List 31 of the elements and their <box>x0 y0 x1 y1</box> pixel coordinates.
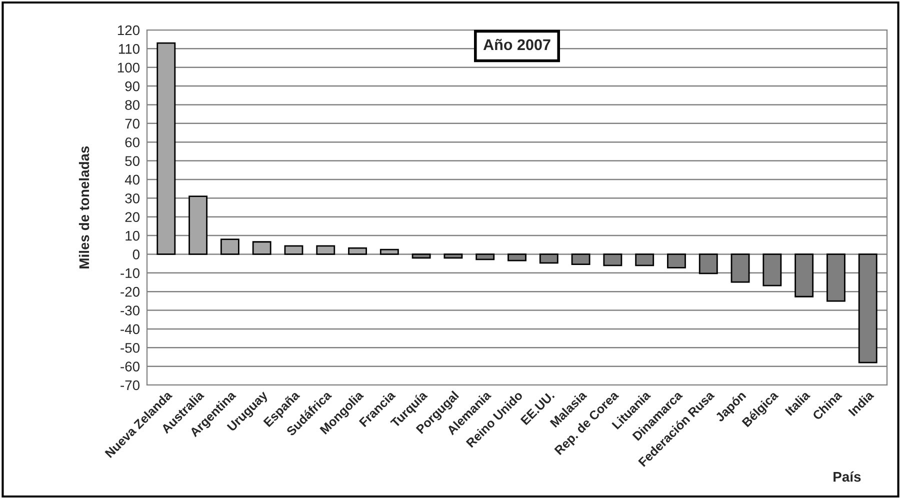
y-axis-title: Miles de toneladas <box>78 146 90 268</box>
bar <box>316 245 336 255</box>
y-tick-label: -30 <box>120 306 140 316</box>
bar <box>380 248 399 255</box>
y-tick-label: 0 <box>132 250 140 260</box>
y-tick-label: 60 <box>125 137 140 148</box>
y-tick-label: 70 <box>125 118 140 129</box>
y-tick-label: 40 <box>124 174 140 185</box>
chart-title: Año 2007 <box>483 38 550 50</box>
y-tick-label: -20 <box>120 286 140 297</box>
y-tick-label: 80 <box>125 100 140 110</box>
y-tick-label: 120 <box>118 25 140 36</box>
bar <box>156 42 176 255</box>
x-axis-title: País <box>834 471 861 482</box>
y-tick-label: 100 <box>118 62 140 73</box>
y-tick-label: -40 <box>120 324 140 334</box>
y-tick-label: -10 <box>120 268 140 278</box>
y-tick-label: 90 <box>125 81 140 92</box>
bar <box>348 247 367 255</box>
y-tick-label: 30 <box>125 193 140 204</box>
bar <box>252 241 272 255</box>
bar <box>220 238 240 255</box>
y-tick-label: 110 <box>118 44 140 54</box>
bar <box>284 245 304 255</box>
y-tick-label: -60 <box>120 362 140 372</box>
y-tick-label: 50 <box>125 156 140 166</box>
y-tick-label: 20 <box>125 212 140 222</box>
y-tick-label: 10 <box>126 230 140 241</box>
y-tick-label: -50 <box>120 342 140 353</box>
bar <box>188 196 208 255</box>
y-tick-label: -70 <box>120 380 140 390</box>
